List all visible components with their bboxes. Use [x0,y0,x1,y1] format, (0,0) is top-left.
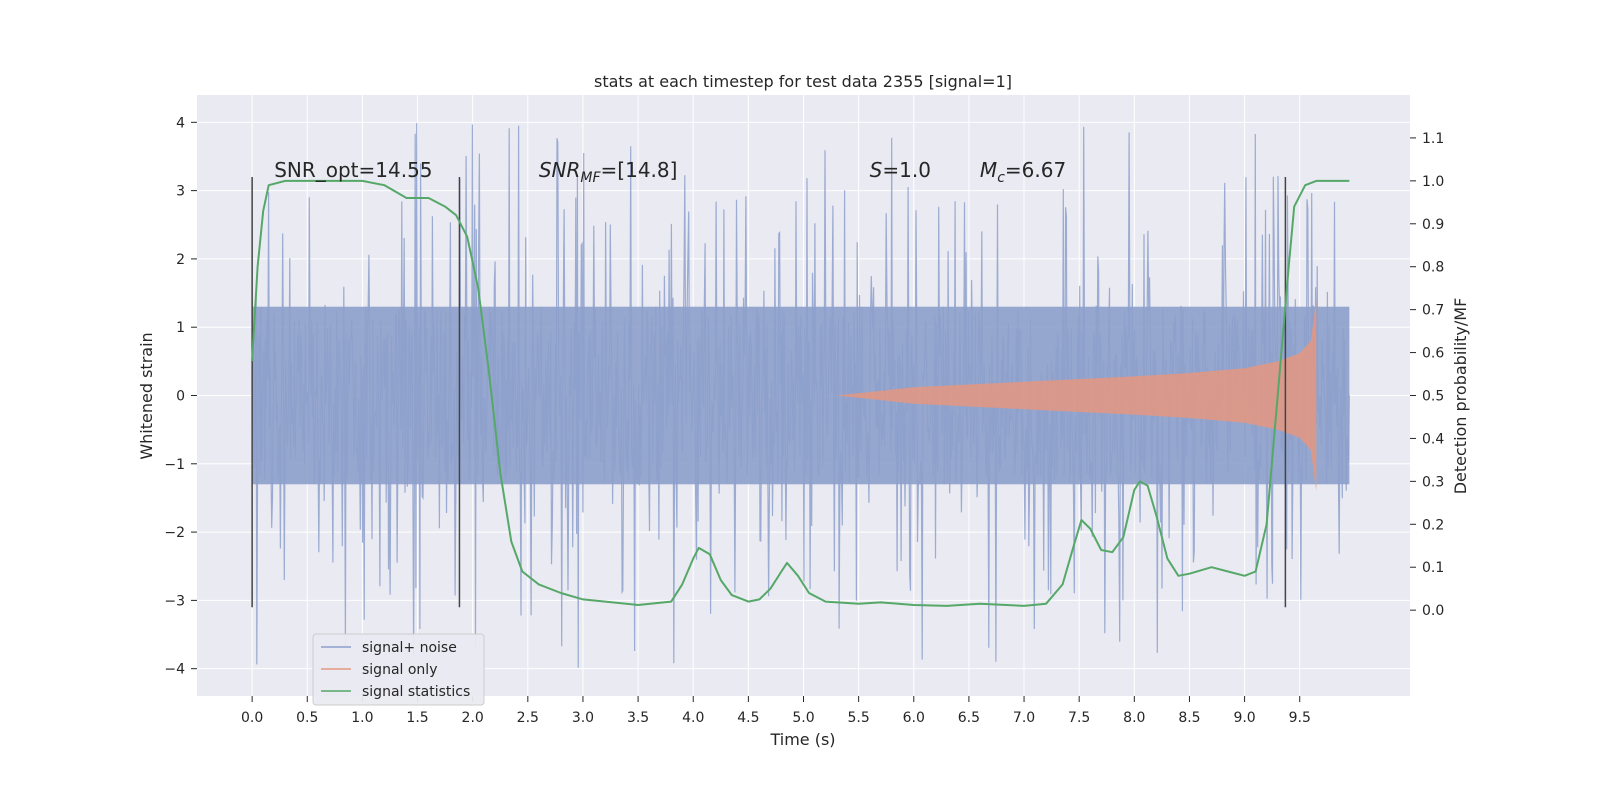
y-tick-label: −4 [164,662,185,678]
y-tick-label: 0 [176,389,185,405]
x-tick-label: 0.5 [296,710,318,726]
annotations: SNR_opt=14.55 SNRMF=[14.8] S=1.0 Mc=6.67 [274,158,1066,186]
y-tick-label: 1 [176,320,185,336]
y-right-axis-ticks: 0.0 0.1 0.2 0.3 0.4 0.5 0.6 0.7 0.8 0.9 1.0 1.1 [1410,131,1444,619]
y-tick-label: −1 [164,457,185,473]
chart-title: stats at each timestep for test data 235… [594,72,1012,91]
y-right-tick-label: 0.6 [1422,346,1444,362]
x-tick-label: 1.0 [351,710,373,726]
x-tick-label: 8.5 [1178,710,1200,726]
y-right-tick-label: 0.7 [1422,303,1444,319]
y-right-tick-label: 0.9 [1422,217,1444,233]
y-tick-label: 2 [176,252,185,268]
y-right-tick-label: 0.1 [1422,560,1444,576]
x-tick-label: 5.0 [792,710,814,726]
y-right-tick-label: 1.0 [1422,174,1444,190]
legend: signal+ noise signal only signal statist… [312,633,485,706]
annotation: SNRMF=[14.8] [539,158,678,186]
x-tick-label: 9.0 [1233,710,1255,726]
series-signal-only [836,299,1317,492]
legend-label-stats: signal statistics [362,684,470,700]
y-right-tick-label: 0.2 [1422,517,1444,533]
legend-box [312,633,485,706]
y-tick-label: −3 [164,593,185,609]
y-right-tick-label: 0.0 [1422,603,1444,619]
x-tick-label: 4.5 [737,710,759,726]
statistics-line [251,179,1350,607]
x-tick-label: 7.5 [1068,710,1090,726]
x-tick-label: 8.0 [1123,710,1145,726]
series-signal-statistics [251,179,1350,607]
x-tick-label: 7.0 [1013,710,1035,726]
x-tick-label: 5.5 [848,710,870,726]
x-axis-ticks: 0.0 0.5 1.0 1.5 2.0 2.5 3.0 3.5 4.0 4.5 5.0 5.5 6.0 6… [241,696,1311,726]
y-right-tick-label: 0.5 [1422,389,1444,405]
y-right-tick-label: 0.3 [1422,474,1444,490]
x-axis-label: Time (s) [769,730,835,749]
legend-label-signal: signal only [362,662,437,678]
y-right-tick-label: 1.1 [1422,131,1444,147]
signal-chirp [836,299,1317,492]
x-tick-label: 0.0 [241,710,263,726]
x-tick-label: 2.0 [462,710,484,726]
x-tick-label: 6.5 [958,710,980,726]
y-axis-label: Whitened strain [137,332,156,459]
annotation: Mc=6.67 [980,158,1066,186]
y-axis-ticks: −4 −3 −2 −1 0 1 2 3 4 [164,115,197,678]
x-tick-label: 3.0 [572,710,594,726]
y-right-axis-label: Detection probability/MF [1451,298,1470,495]
x-tick-label: 9.5 [1289,710,1311,726]
marker-lines [251,176,1287,608]
annotation: SNR_opt=14.55 [274,158,432,182]
x-tick-label: 3.5 [627,710,649,726]
y-tick-label: −2 [164,525,185,541]
y-right-tick-label: 0.4 [1422,431,1444,447]
y-tick-label: 3 [176,184,185,200]
y-right-tick-label: 0.8 [1422,260,1444,276]
y-tick-label: 4 [176,115,185,131]
x-tick-label: 1.5 [406,710,428,726]
x-tick-label: 2.5 [517,710,539,726]
legend-label-noise: signal+ noise [362,640,457,656]
x-tick-label: 4.0 [682,710,704,726]
annotation: S=1.0 [870,158,931,182]
x-tick-label: 6.0 [903,710,925,726]
